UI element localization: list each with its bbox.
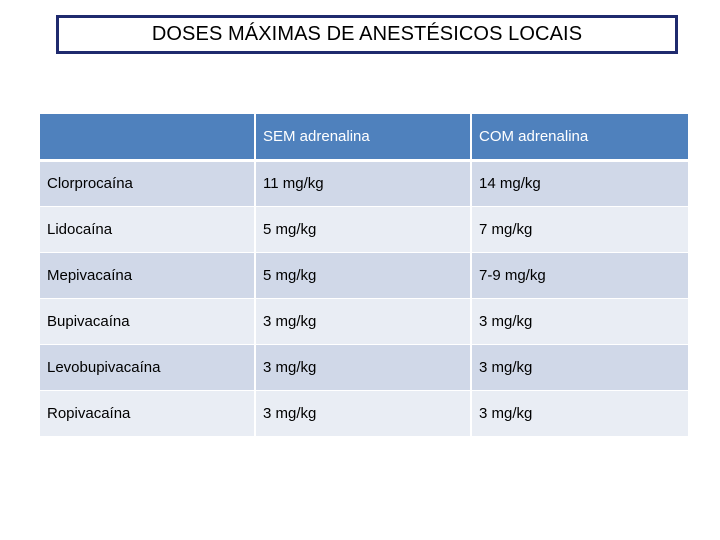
header-cell-empty (40, 114, 256, 162)
table-row: Clorprocaína 11 mg/kg 14 mg/kg (40, 160, 688, 207)
doses-table: SEM adrenalina COM adrenalina Clorprocaí… (40, 114, 688, 437)
dose-sem-cell: 5 mg/kg (255, 206, 472, 253)
slide-title: DOSES MÁXIMAS DE ANESTÉSICOS LOCAIS (151, 23, 583, 45)
drug-name-cell: Ropivacaína (40, 390, 256, 437)
table-row: Ropivacaína 3 mg/kg 3 mg/kg (40, 390, 688, 437)
table-row: Levobupivacaína 3 mg/kg 3 mg/kg (40, 344, 688, 391)
dose-com-cell: 7 mg/kg (471, 206, 688, 253)
drug-name-cell: Lidocaína (40, 206, 256, 253)
table-header-row: SEM adrenalina COM adrenalina (40, 114, 688, 162)
drug-name-cell: Levobupivacaína (40, 344, 256, 391)
table-row: Mepivacaína 5 mg/kg 7-9 mg/kg (40, 252, 688, 299)
dose-com-cell: 3 mg/kg (471, 344, 688, 391)
dose-com-cell: 14 mg/kg (471, 160, 688, 207)
dose-com-cell: 3 mg/kg (471, 298, 688, 345)
dose-com-cell: 7-9 mg/kg (471, 252, 688, 299)
dose-sem-cell: 11 mg/kg (255, 160, 472, 207)
table-row: Lidocaína 5 mg/kg 7 mg/kg (40, 206, 688, 253)
dose-sem-cell: 5 mg/kg (255, 252, 472, 299)
table-row: Bupivacaína 3 mg/kg 3 mg/kg (40, 298, 688, 345)
drug-name-cell: Clorprocaína (40, 160, 256, 207)
dose-sem-cell: 3 mg/kg (255, 298, 472, 345)
dose-sem-cell: 3 mg/kg (255, 390, 472, 437)
slide-title-box: DOSES MÁXIMAS DE ANESTÉSICOS LOCAIS (56, 15, 678, 54)
header-cell-com-adrenalina: COM adrenalina (471, 114, 688, 162)
dose-sem-cell: 3 mg/kg (255, 344, 472, 391)
dose-com-cell: 3 mg/kg (471, 390, 688, 437)
drug-name-cell: Bupivacaína (40, 298, 256, 345)
drug-name-cell: Mepivacaína (40, 252, 256, 299)
header-cell-sem-adrenalina: SEM adrenalina (255, 114, 472, 162)
